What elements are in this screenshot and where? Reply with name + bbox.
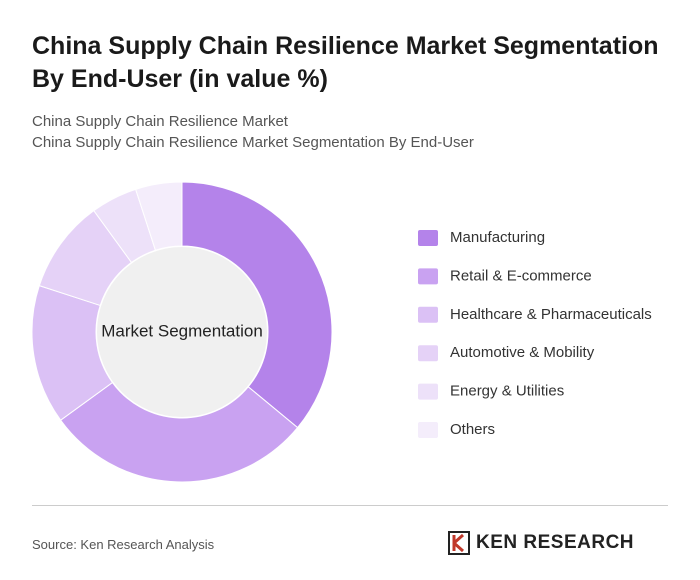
legend-swatch bbox=[418, 422, 438, 438]
legend-swatch bbox=[418, 230, 438, 246]
chart-title: China Supply Chain Resilience Market Seg… bbox=[32, 32, 659, 93]
legend-label: Retail & E-commerce bbox=[450, 267, 592, 284]
legend-swatch bbox=[418, 345, 438, 362]
subtitle: China Supply Chain Resilience Market bbox=[32, 113, 288, 130]
logo: KEN RESEARCH bbox=[448, 531, 634, 555]
divider bbox=[32, 505, 668, 506]
legend-label: Manufacturing bbox=[450, 229, 545, 246]
donut-slice bbox=[59, 381, 299, 483]
chart: Market Segmentation Manufacturing Retail &… bbox=[31, 181, 652, 483]
donut-slice bbox=[181, 181, 333, 429]
source: Source: Ken Research Analysis bbox=[32, 537, 215, 552]
legend-label: Others bbox=[450, 421, 495, 438]
legend-label: Healthcare & Pharmaceuticals bbox=[450, 306, 652, 323]
legend-swatch bbox=[418, 306, 438, 323]
logo-text: KEN RESEARCH bbox=[476, 532, 635, 553]
donut-slice bbox=[135, 181, 183, 251]
legend-label: Energy & Utilities bbox=[450, 383, 564, 400]
center-label: Market Segmentation bbox=[101, 321, 263, 340]
legend-swatch bbox=[418, 268, 438, 285]
subtitle: China Supply Chain Resilience Market Seg… bbox=[32, 134, 474, 151]
legend-swatch bbox=[418, 383, 438, 400]
legend-label: Automotive & Mobility bbox=[450, 344, 595, 361]
logo-icon bbox=[448, 531, 470, 555]
donut-hole bbox=[97, 247, 267, 417]
